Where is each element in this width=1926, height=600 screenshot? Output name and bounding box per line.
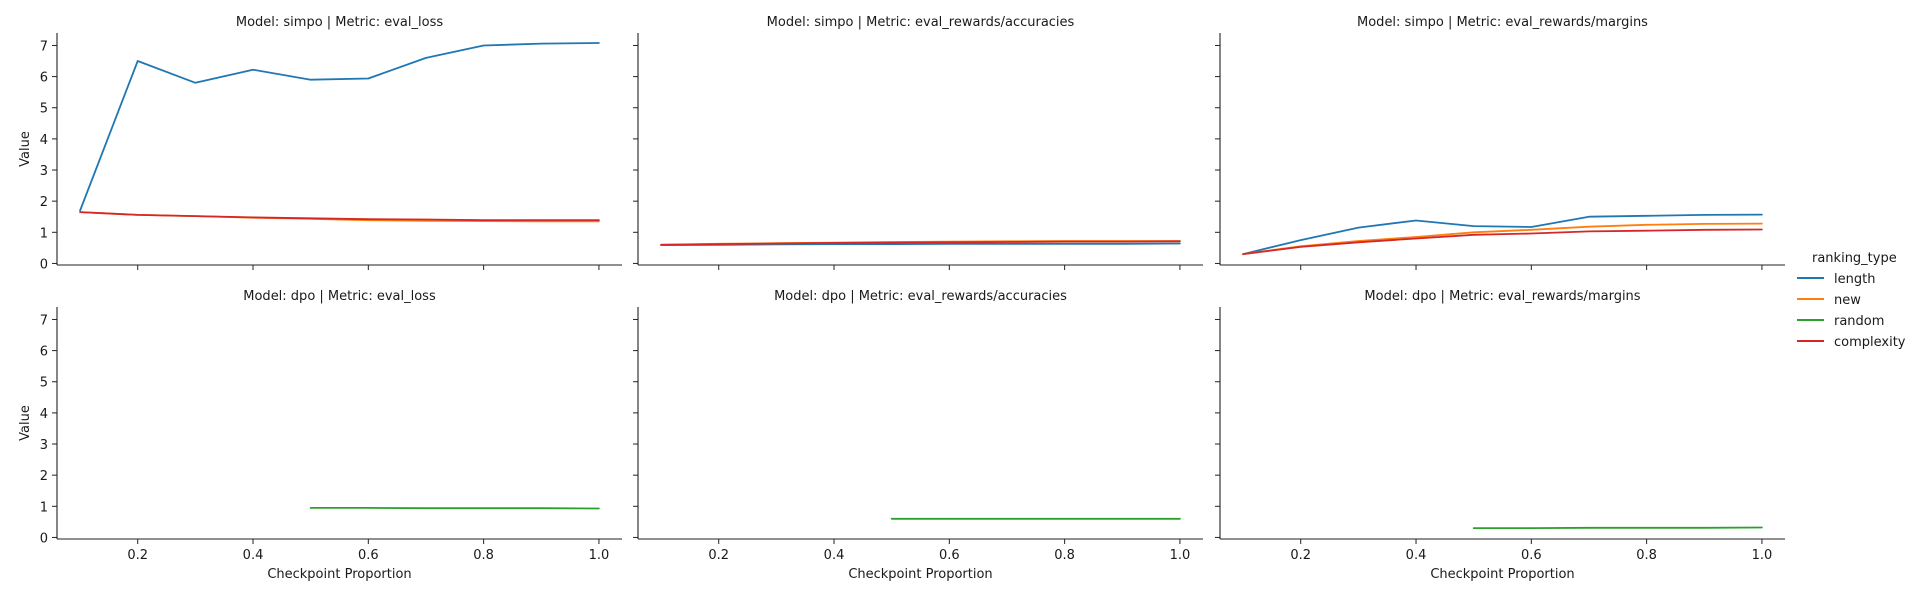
legend-label: length <box>1834 272 1875 287</box>
panel-1: Model: simpo | Metric: eval_loss 0 1 2 3 4 5 6 7… <box>18 15 622 272</box>
x-tick-label: 0.4 <box>1406 548 1427 563</box>
series-line-complexity <box>1242 228 1763 256</box>
x-tick-label: 0.8 <box>1054 548 1075 563</box>
x-axis-label: Checkpoint Proportion <box>848 567 992 582</box>
legend-label: new <box>1834 293 1861 308</box>
legend-label: random <box>1834 314 1884 329</box>
series-line-length <box>79 42 600 212</box>
panel-6: Model: dpo | Metric: eval_rewards/margin… <box>1215 289 1785 582</box>
series-line-length <box>1242 213 1763 256</box>
series-line-random <box>309 506 600 510</box>
y-tick-label: 4 <box>40 133 48 148</box>
y-tick-label: 7 <box>40 313 48 328</box>
y-tick-label: 5 <box>40 376 48 391</box>
x-tick-label: 0.6 <box>939 548 960 563</box>
x-tick-label: 1.0 <box>1752 548 1773 563</box>
x-tick-label: 0.4 <box>824 548 845 563</box>
x-axis-label: Checkpoint Proportion <box>1430 567 1574 582</box>
panel-title: Model: dpo | Metric: eval_rewards/accura… <box>774 289 1067 304</box>
panel-title: Model: dpo | Metric: eval_loss <box>243 289 436 304</box>
panel-2: Model: simpo | Metric: eval_rewards/accu… <box>633 15 1203 270</box>
y-tick-label: 2 <box>40 195 48 210</box>
panel-title: Model: simpo | Metric: eval_rewards/marg… <box>1357 15 1648 30</box>
legend-title: ranking_type <box>1812 251 1897 266</box>
panel-4: Model: dpo | Metric: eval_loss 0 1 2 3 4 5 6 7 0.… <box>18 289 622 582</box>
x-tick-label: 0.2 <box>127 548 148 563</box>
y-tick-label: 6 <box>40 71 48 86</box>
y-tick-label: 4 <box>40 407 48 422</box>
y-tick-label: 6 <box>40 345 48 360</box>
panel-title: Model: dpo | Metric: eval_rewards/margin… <box>1364 289 1640 304</box>
legend-item-random: random <box>1797 314 1884 329</box>
panel-title: Model: simpo | Metric: eval_loss <box>236 15 443 30</box>
series-line-complexity <box>660 240 1181 246</box>
y-tick-label: 1 <box>40 500 48 515</box>
legend-item-new: new <box>1797 293 1861 308</box>
x-tick-label: 1.0 <box>589 548 610 563</box>
x-tick-label: 0.8 <box>473 548 494 563</box>
panel-title: Model: simpo | Metric: eval_rewards/accu… <box>767 15 1075 30</box>
series-line-random <box>1472 526 1763 529</box>
x-tick-label: 0.4 <box>243 548 264 563</box>
legend-item-length: length <box>1797 272 1875 287</box>
panel-3: Model: simpo | Metric: eval_rewards/marg… <box>1215 15 1785 270</box>
y-tick-label: 5 <box>40 102 48 117</box>
y-tick-label: 0 <box>40 531 48 546</box>
y-tick-label: 2 <box>40 469 48 484</box>
legend-item-complexity: complexity <box>1797 335 1906 350</box>
x-tick-label: 0.2 <box>1290 548 1311 563</box>
x-tick-label: 1.0 <box>1170 548 1191 563</box>
y-tick-label: 7 <box>40 39 48 54</box>
series-line-complexity <box>79 211 600 222</box>
series-line-new <box>1242 222 1763 256</box>
x-tick-label: 0.2 <box>708 548 729 563</box>
y-tick-label: 1 <box>40 226 48 241</box>
y-tick-label: 0 <box>40 257 48 272</box>
x-axis-label: Checkpoint Proportion <box>267 567 411 582</box>
x-tick-label: 0.6 <box>358 548 379 563</box>
x-tick-label: 0.6 <box>1521 548 1542 563</box>
legend-label: complexity <box>1834 335 1906 350</box>
y-axis-label: Value <box>18 405 33 441</box>
x-tick-label: 0.8 <box>1636 548 1657 563</box>
y-tick-label: 3 <box>40 164 48 179</box>
y-axis-label: Value <box>18 131 33 167</box>
panels-layer: Model: simpo | Metric: eval_loss 0 1 2 3 4 5 6 7… <box>18 15 1785 582</box>
y-tick-label: 3 <box>40 438 48 453</box>
panel-5: Model: dpo | Metric: eval_rewards/accura… <box>633 289 1203 582</box>
